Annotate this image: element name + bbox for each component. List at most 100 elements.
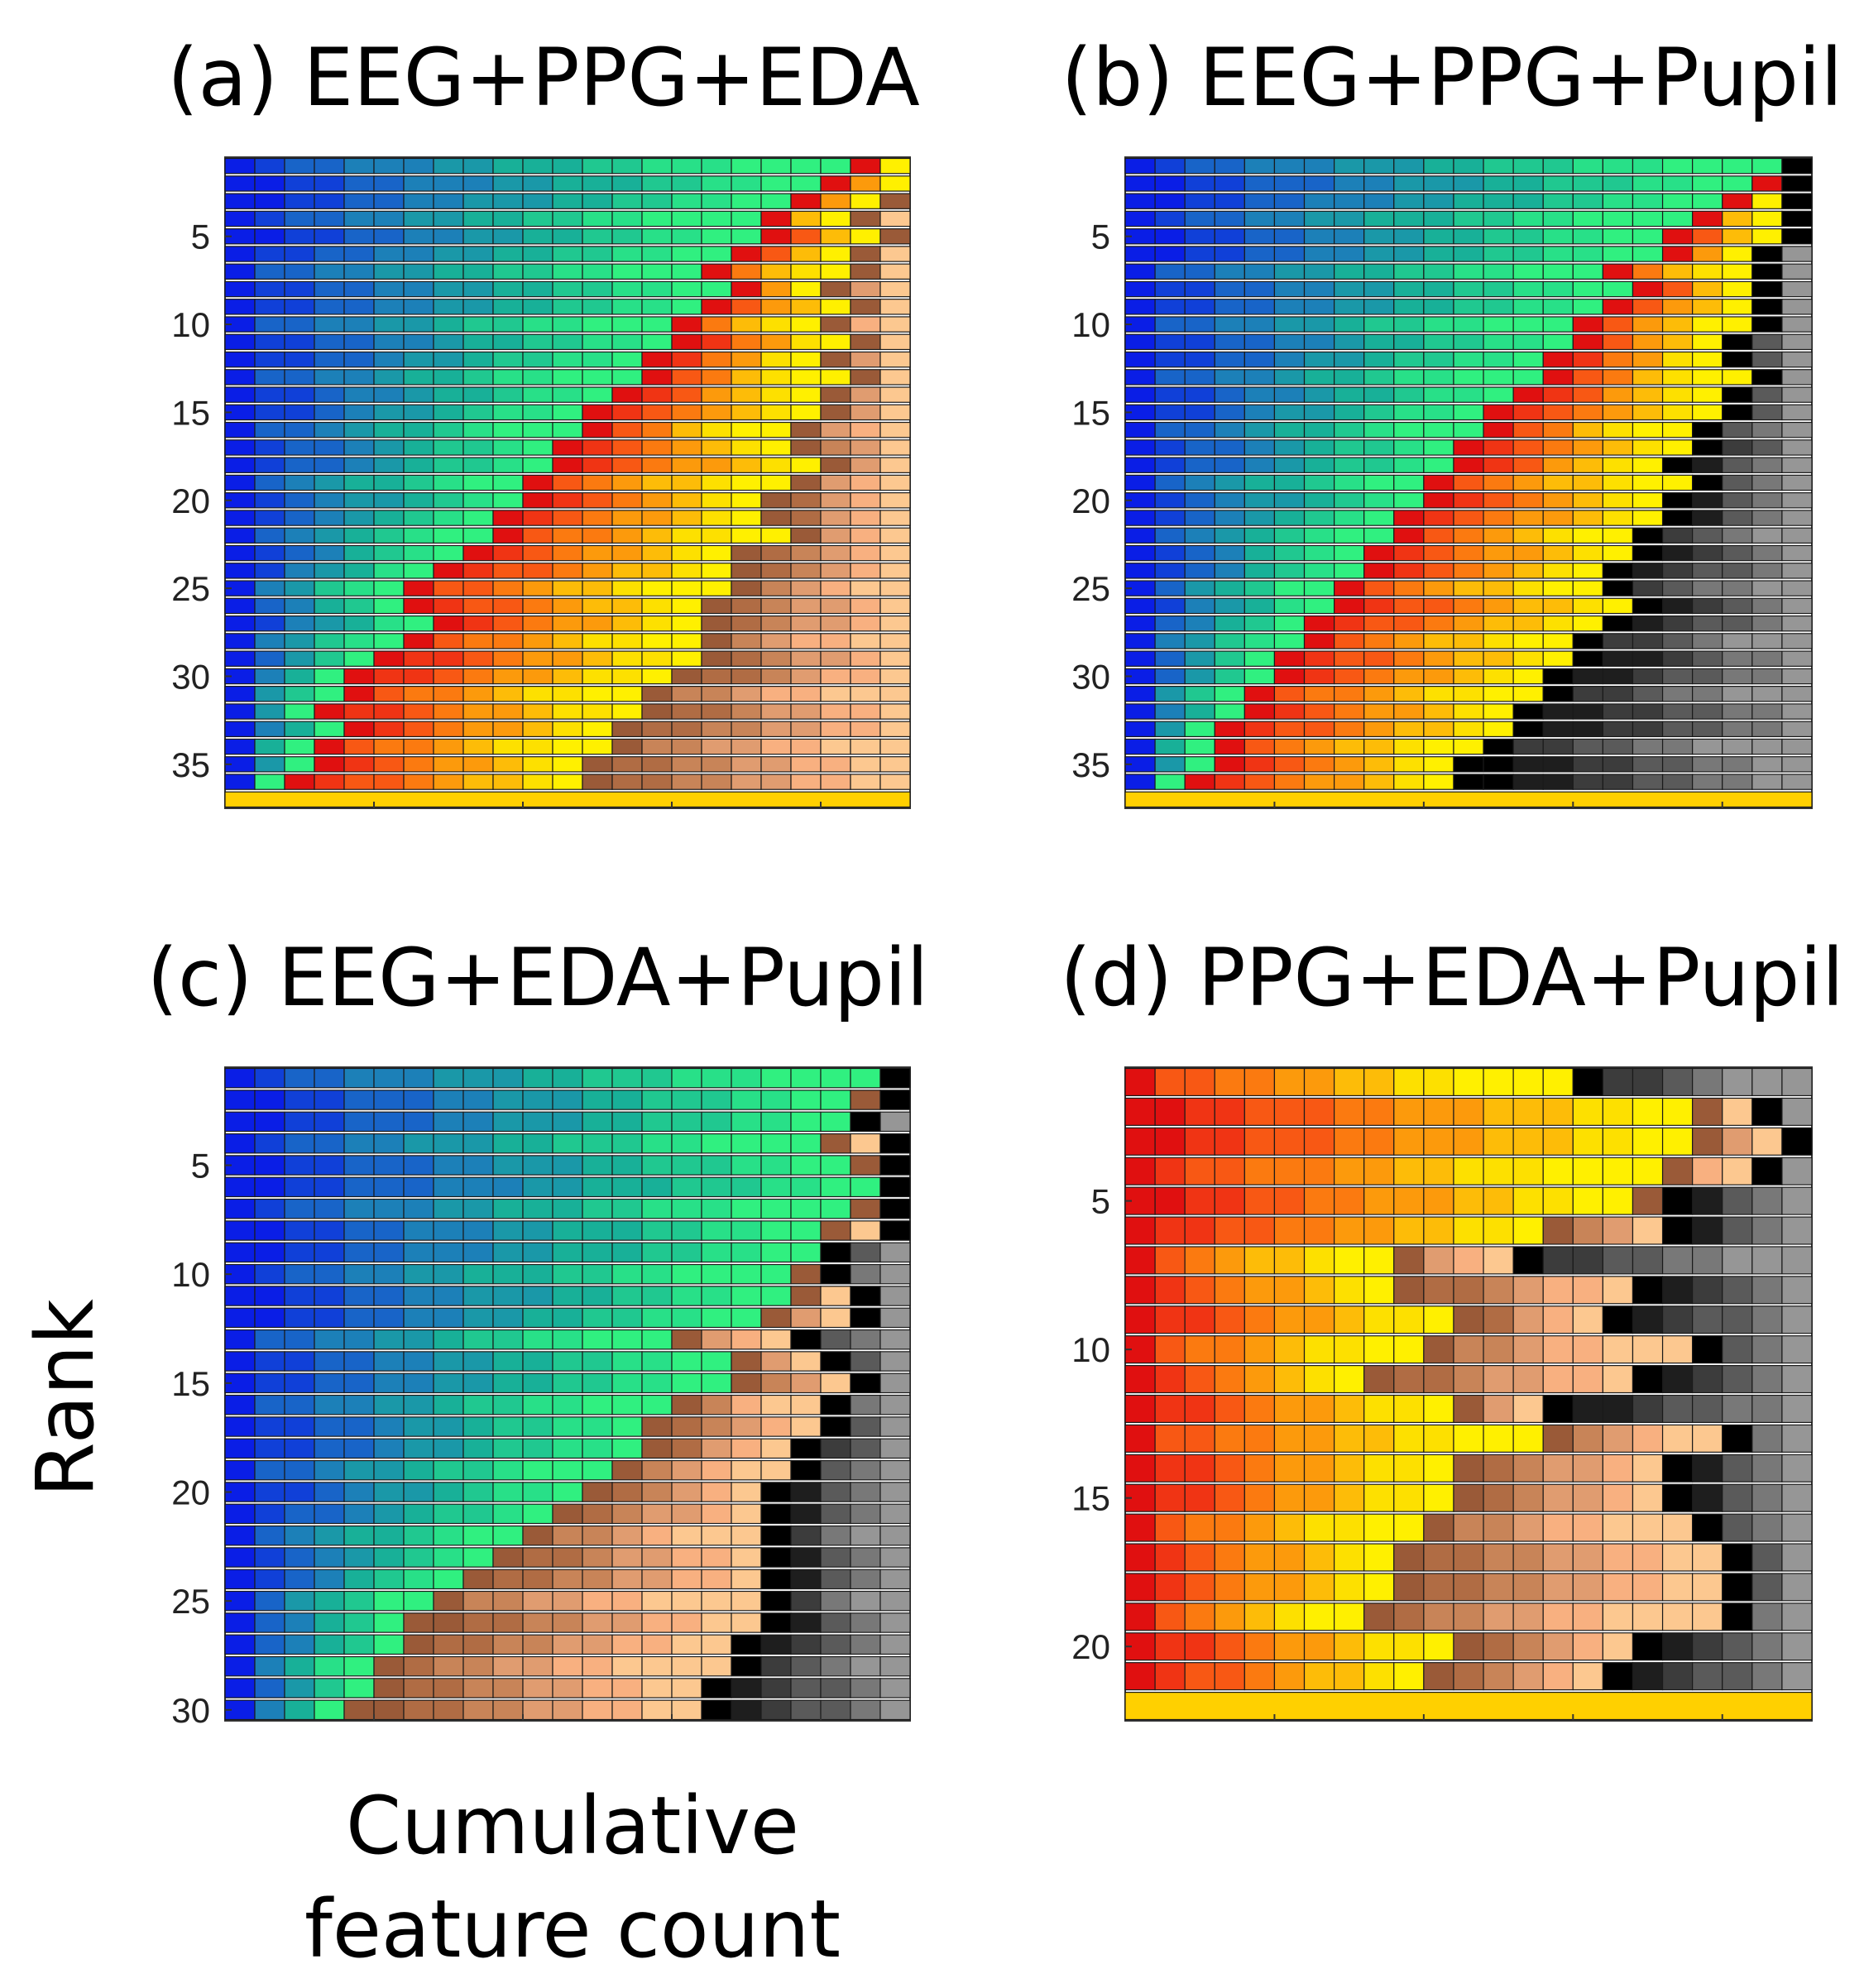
bar-segment-eda bbox=[820, 774, 851, 790]
bar-segment-eeg bbox=[701, 1263, 732, 1285]
bar-segment-eeg bbox=[1184, 351, 1215, 368]
bar-segment-eeg bbox=[254, 457, 285, 473]
bar-segment-eda bbox=[790, 563, 822, 579]
bar-segment-ppg bbox=[1722, 228, 1753, 245]
bar-segment-ppg bbox=[1303, 1424, 1335, 1453]
bar-segment-ppg bbox=[552, 774, 583, 790]
bar-segment-eda bbox=[1363, 1602, 1395, 1631]
bar-segment-pupil bbox=[879, 1634, 911, 1655]
bar-segment-eda bbox=[760, 1351, 792, 1372]
bar-segment-ppg bbox=[462, 597, 494, 615]
bar-segment-eeg bbox=[492, 1198, 524, 1219]
bar-segment-eeg bbox=[731, 1090, 762, 1110]
bar-segment-eda bbox=[641, 1655, 673, 1677]
bar-segment-eeg bbox=[1602, 157, 1634, 175]
bar-segment-pupil bbox=[1722, 1186, 1753, 1215]
bar-segment-eeg bbox=[522, 404, 553, 421]
bar-segment-eeg bbox=[314, 1307, 345, 1329]
bar-segment-eda bbox=[790, 527, 822, 544]
bar-segment-ppg bbox=[1124, 1067, 1156, 1097]
bar-segment-ppg bbox=[403, 580, 434, 596]
y-axis-label: Rank bbox=[19, 1299, 112, 1497]
bar-segment-ppg bbox=[1273, 686, 1306, 702]
bar-segment-ppg bbox=[611, 563, 643, 579]
bar-segment-ppg bbox=[671, 369, 702, 386]
bar-segment-eeg bbox=[1334, 544, 1365, 562]
bar-segment-eda bbox=[760, 597, 792, 615]
bar-segment-ppg bbox=[582, 439, 613, 456]
bar-segment-eeg bbox=[403, 527, 434, 544]
bar-segment-ppg bbox=[760, 457, 792, 473]
bar-segment-eda bbox=[790, 1263, 822, 1285]
bar-segment-pupil bbox=[1751, 492, 1783, 509]
bar-segment-eeg bbox=[492, 439, 524, 456]
bar-segment-ppg bbox=[1602, 544, 1634, 562]
bar-segment-eeg bbox=[1453, 210, 1484, 228]
bar-segment-eeg bbox=[701, 228, 732, 245]
bar-segment-eeg bbox=[254, 686, 285, 702]
bar-segment-eeg bbox=[343, 1503, 375, 1525]
bar-segment-ppg bbox=[1453, 668, 1484, 685]
bar-segment-pupil bbox=[1602, 1394, 1634, 1424]
bar-segment-eda bbox=[641, 738, 673, 755]
bar-segment-pupil bbox=[1512, 1246, 1544, 1275]
bar-segment-ppg bbox=[1542, 1127, 1574, 1156]
bar-segment-ppg bbox=[760, 386, 792, 403]
bar-segment-eeg bbox=[611, 1329, 643, 1350]
bar-segment-ppg bbox=[1303, 1305, 1335, 1334]
bar-segment-eeg bbox=[314, 650, 345, 667]
bar-segment-eeg bbox=[343, 1612, 375, 1633]
bar-segment-eda bbox=[671, 686, 702, 702]
bar-segment-eeg bbox=[522, 421, 553, 438]
bar-segment-eda bbox=[582, 1503, 613, 1525]
bar-segment-ppg bbox=[1542, 580, 1574, 596]
bar-segment-ppg bbox=[492, 738, 524, 755]
bar-segment-pupil bbox=[1781, 193, 1813, 209]
bar-segment-eda bbox=[1722, 1157, 1753, 1186]
bar-segment-ppg bbox=[1483, 686, 1514, 702]
bar-segment-eeg bbox=[1363, 280, 1395, 298]
bar-segment-ppg bbox=[1303, 1246, 1335, 1275]
bar-segment-eeg bbox=[433, 351, 464, 368]
bar-segment-ppg bbox=[1334, 1335, 1365, 1364]
bar-segment-eda bbox=[582, 1612, 613, 1633]
bar-segment-eda bbox=[790, 1416, 822, 1437]
bar-segment-eeg bbox=[641, 1242, 673, 1263]
bar-segment-pupil bbox=[820, 1351, 851, 1372]
bar-segment-pupil bbox=[1781, 246, 1813, 262]
bar-segment-pupil bbox=[760, 1569, 792, 1590]
bar-segment-eeg bbox=[1572, 246, 1603, 262]
bar-segment-eda bbox=[1453, 1543, 1484, 1572]
bar-segment-eeg bbox=[224, 210, 256, 228]
bar-segment-ppg bbox=[373, 756, 405, 773]
bar-segment-eeg bbox=[731, 175, 762, 192]
bar-segment-eda bbox=[492, 1699, 524, 1721]
bar-segment-eda bbox=[552, 1503, 583, 1525]
bar-segment-ppg bbox=[731, 316, 762, 333]
bar-segment-eda bbox=[1483, 1543, 1514, 1572]
bar-segment-eeg bbox=[1184, 544, 1215, 562]
bar-segment-ppg bbox=[403, 668, 434, 685]
bar-segment-eeg bbox=[1154, 738, 1186, 755]
bar-segment-ppg bbox=[1124, 1127, 1156, 1156]
bar-segment-pupil bbox=[1632, 544, 1664, 562]
bar-segment-eda bbox=[850, 650, 881, 667]
bar-segment-eeg bbox=[611, 1372, 643, 1394]
bar-segment-eeg bbox=[1334, 474, 1365, 491]
bar-segment-eeg bbox=[641, 1394, 673, 1416]
bar-segment-eeg bbox=[1184, 369, 1215, 386]
bar-segment-eeg bbox=[343, 1678, 375, 1698]
plot-area bbox=[224, 1066, 911, 1722]
bar-segment-ppg bbox=[1512, 1067, 1544, 1097]
bar-segment-ppg bbox=[1303, 1454, 1335, 1483]
bar-segment-ppg bbox=[1214, 1424, 1245, 1453]
bar-segment-eeg bbox=[343, 404, 375, 421]
bar-segment-eeg bbox=[1363, 369, 1395, 386]
bar-segment-pupil bbox=[1453, 774, 1484, 790]
bar-segment-eeg bbox=[1453, 351, 1484, 368]
bar-segment-ppg bbox=[820, 299, 851, 315]
bar-segment-eeg bbox=[522, 1482, 553, 1502]
bar-segment-ppg bbox=[1334, 1216, 1365, 1245]
bar-segment-eda bbox=[731, 1612, 762, 1633]
bar-segment-eeg bbox=[1214, 157, 1245, 175]
